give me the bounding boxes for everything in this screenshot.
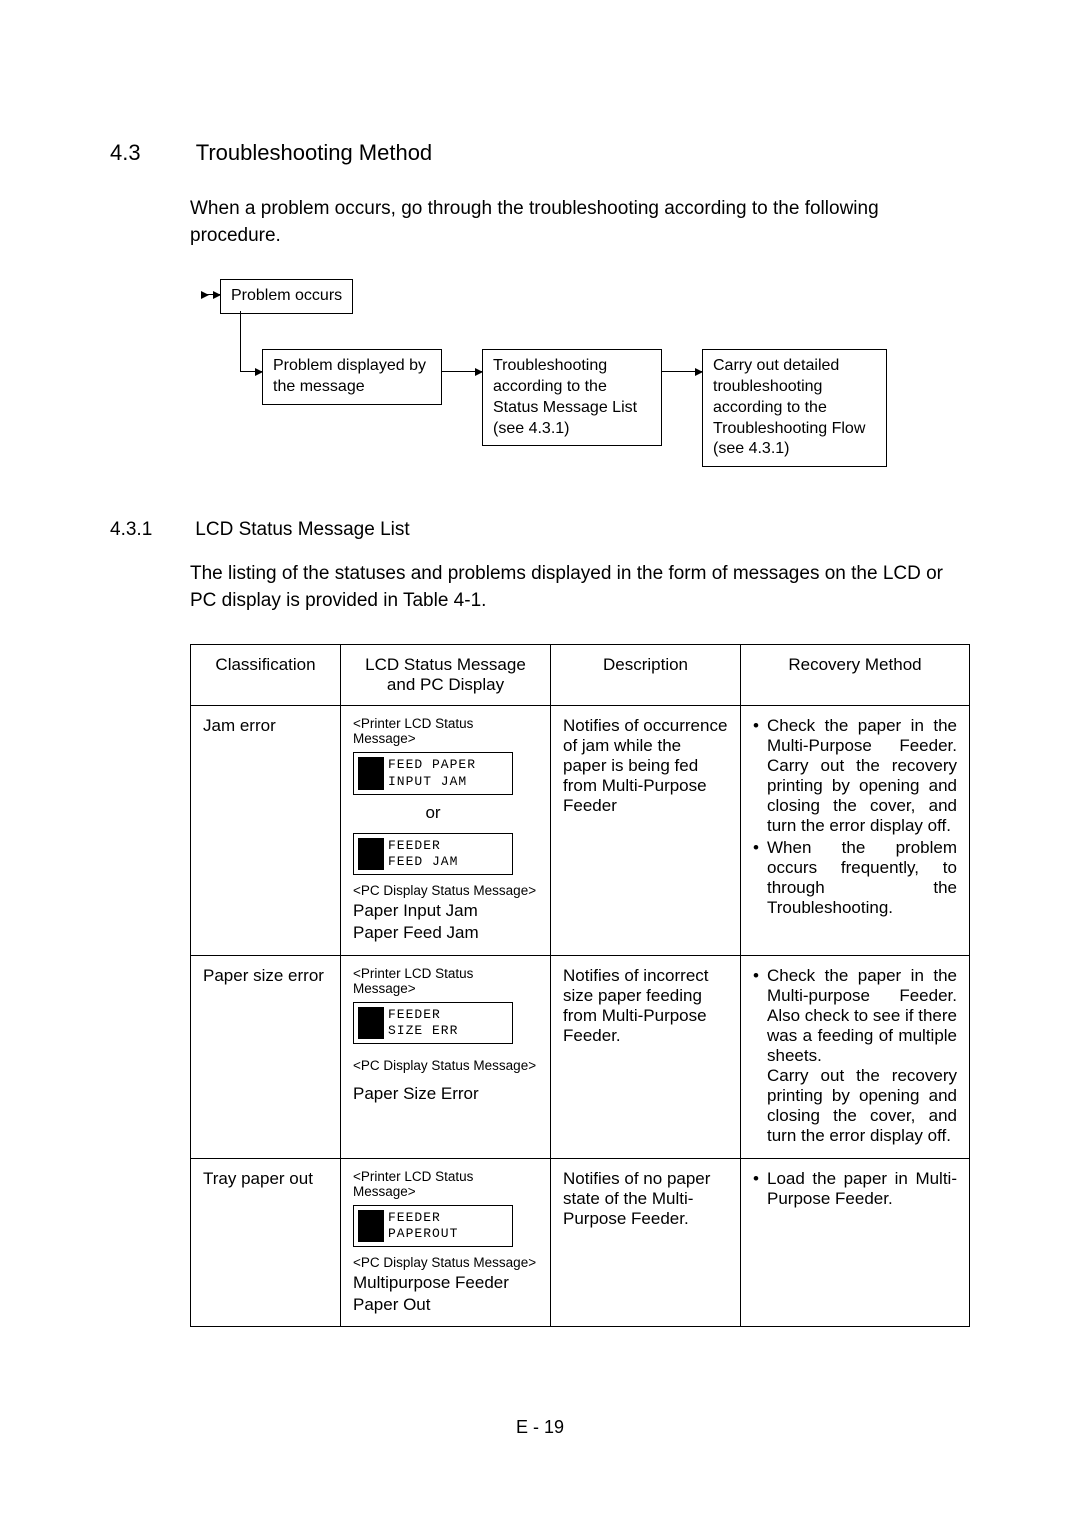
- subsection-number: 4.3.1: [110, 519, 190, 541]
- lcd-indicator-icon: [358, 757, 384, 790]
- lcd-indicator-icon: [358, 1007, 384, 1040]
- lcd-text: FEEDER SIZE ERR: [388, 1003, 460, 1044]
- flow-text: Carry out detailed troubleshooting accor…: [713, 357, 865, 457]
- flow-box-displayed-by-message: Problem displayed by the message: [262, 349, 442, 405]
- flow-box-problem-occurs: Problem occurs: [220, 279, 353, 314]
- cell-classification: Jam error: [191, 706, 341, 955]
- printer-lcd-label: <Printer LCD Status Message>: [353, 716, 538, 746]
- arrow: [662, 371, 702, 372]
- table-row: Jam error <Printer LCD Status Message> F…: [191, 706, 970, 955]
- status-message-table: Classification LCD Status Message and PC…: [190, 644, 970, 1327]
- section-heading: 4.3 Troubleshooting Method: [110, 140, 970, 166]
- section-number: 4.3: [110, 140, 190, 166]
- or-text: or: [353, 803, 513, 823]
- recovery-item: When the problem occurs frequently, to t…: [753, 838, 957, 918]
- flow-line: [240, 311, 241, 371]
- printer-lcd-label: <Printer LCD Status Message>: [353, 1169, 538, 1199]
- subsection-title: LCD Status Message List: [195, 519, 409, 540]
- lcd-text: FEEDER PAPEROUT: [388, 1206, 460, 1247]
- lcd-text: FEEDER FEED JAM: [388, 834, 460, 875]
- subsection-heading: 4.3.1 LCD Status Message List: [110, 519, 970, 541]
- lcd-display: FEEDER PAPEROUT: [353, 1205, 513, 1248]
- header-classification: Classification: [191, 645, 341, 706]
- flow-box-status-message-list: Troubleshooting according to the Status …: [482, 349, 662, 446]
- cell-lcd: <Printer LCD Status Message> FEEDER SIZE…: [341, 955, 551, 1158]
- header-recovery: Recovery Method: [741, 645, 970, 706]
- header-description: Description: [551, 645, 741, 706]
- flow-text: Troubleshooting according to the Status …: [493, 357, 637, 436]
- subsection-intro: The listing of the statuses and problems…: [190, 561, 970, 614]
- lcd-indicator-icon: [358, 1210, 384, 1243]
- page-number: E - 19: [110, 1417, 970, 1438]
- pc-display-label: <PC Display Status Message>: [353, 1255, 538, 1270]
- flow-text: Problem occurs: [231, 287, 342, 304]
- cell-recovery: Load the paper in Multi-Purpose Feeder.: [741, 1158, 970, 1327]
- lcd-display: FEEDER SIZE ERR: [353, 1002, 513, 1045]
- arrow: [240, 371, 262, 372]
- cell-recovery: Check the paper in the Multi-Purpose Fee…: [741, 706, 970, 955]
- arrow: [442, 371, 482, 372]
- printer-lcd-label: <Printer LCD Status Message>: [353, 966, 538, 996]
- cell-lcd: <Printer LCD Status Message> FEEDER PAPE…: [341, 1158, 551, 1327]
- recovery-item: Check the paper in the Multi-Purpose Fee…: [753, 716, 957, 836]
- pc-display-text: Paper Size Error: [353, 1083, 538, 1105]
- flow-box-detailed-troubleshooting: Carry out detailed troubleshooting accor…: [702, 349, 887, 467]
- flowchart: Problem occurs Problem displayed by the …: [220, 279, 970, 469]
- section-title: Troubleshooting Method: [196, 140, 432, 165]
- pc-display-label: <PC Display Status Message>: [353, 1058, 538, 1073]
- pc-display-label: <PC Display Status Message>: [353, 883, 538, 898]
- recovery-item: Load the paper in Multi-Purpose Feeder.: [753, 1169, 957, 1209]
- cell-lcd: <Printer LCD Status Message> FEED PAPER …: [341, 706, 551, 955]
- cell-classification: Paper size error: [191, 955, 341, 1158]
- flow-text: Problem displayed by the message: [273, 357, 426, 395]
- cell-classification: Tray paper out: [191, 1158, 341, 1327]
- document-page: 4.3 Troubleshooting Method When a proble…: [0, 0, 1080, 1498]
- table-row: Tray paper out <Printer LCD Status Messa…: [191, 1158, 970, 1327]
- cell-recovery: Check the paper in the Multi-purpose Fee…: [741, 955, 970, 1158]
- section-intro: When a problem occurs, go through the tr…: [190, 196, 970, 249]
- lcd-text: FEED PAPER INPUT JAM: [388, 753, 478, 794]
- recovery-item: Check the paper in the Multi-purpose Fee…: [753, 966, 957, 1146]
- pc-display-text: Paper Input Jam Paper Feed Jam: [353, 900, 538, 944]
- table-row: Paper size error <Printer LCD Status Mes…: [191, 955, 970, 1158]
- cell-description: Notifies of occurrence of jam while the …: [551, 706, 741, 955]
- arrow: [202, 294, 220, 295]
- lcd-display: FEED PAPER INPUT JAM: [353, 752, 513, 795]
- pc-display-text: Multipurpose Feeder Paper Out: [353, 1272, 538, 1316]
- table-header-row: Classification LCD Status Message and PC…: [191, 645, 970, 706]
- cell-description: Notifies of no paper state of the Multi-…: [551, 1158, 741, 1327]
- header-lcd: LCD Status Message and PC Display: [341, 645, 551, 706]
- cell-description: Notifies of incorrect size paper feeding…: [551, 955, 741, 1158]
- lcd-indicator-icon: [358, 838, 384, 871]
- lcd-display: FEEDER FEED JAM: [353, 833, 513, 876]
